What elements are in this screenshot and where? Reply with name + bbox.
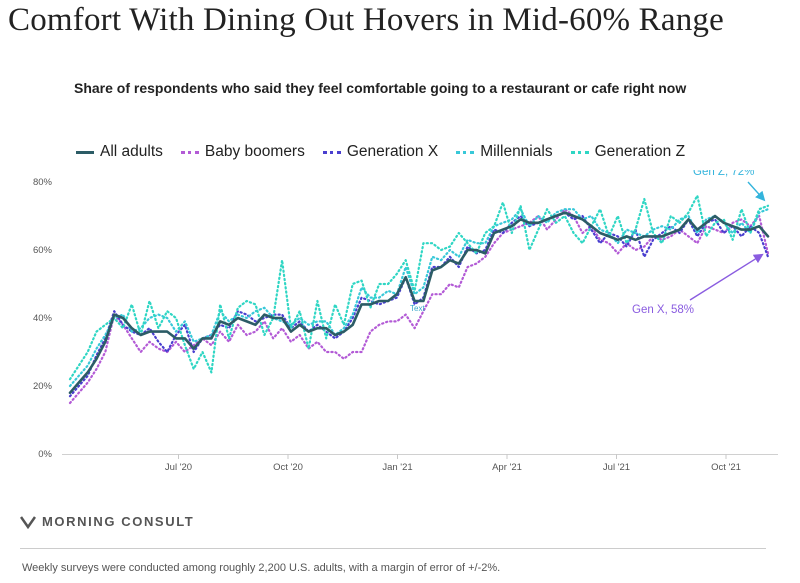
series-line-baby-boomers[interactable] [68, 208, 770, 405]
y-tick-label: 60% [33, 245, 53, 256]
legend-label-millennials: Millennials [480, 143, 553, 160]
morning-consult-logo-icon [20, 515, 36, 529]
x-tick-label: Oct '21 [711, 462, 741, 473]
chart-legend: All adults Baby boomers Generation X Mil… [76, 143, 703, 161]
series-line-generation-z[interactable] [68, 194, 770, 381]
y-tick-label: 80% [33, 177, 53, 188]
y-tick-label: 20% [33, 381, 53, 392]
legend-item-generation-z[interactable]: Generation Z [570, 143, 686, 161]
legend-item-all-adults[interactable]: All adults [76, 143, 163, 161]
legend-label-all-adults: All adults [100, 143, 163, 160]
page-title: Comfort With Dining Out Hovers in Mid-60… [8, 2, 724, 38]
brand-name: MORNING CONSULT [42, 514, 195, 529]
footnote: Weekly surveys were conducted among roug… [22, 562, 501, 574]
x-axis: Jul '20 Oct '20 Jan '21 Apr '21 Jul '21 Oct '… [165, 454, 741, 473]
footer-divider [20, 548, 766, 549]
series-lines [68, 194, 770, 405]
chart-subtitle: Share of respondents who said they feel … [74, 80, 687, 96]
annotation-arrow [747, 181, 766, 202]
annotation-label: Gen X, 58% [632, 304, 694, 316]
series-line-millennials[interactable] [68, 208, 770, 388]
x-tick-label: Jul '20 [165, 462, 192, 473]
annotation-arrow [689, 253, 764, 301]
brand-logo: MORNING CONSULT [20, 514, 194, 529]
x-tick-label: Jul '21 [603, 462, 630, 473]
series-line-all-adults[interactable] [68, 211, 770, 395]
legend-item-baby-boomers[interactable]: Baby boomers [180, 143, 305, 161]
stray-text-label: Text [410, 304, 425, 313]
legend-label-generation-z: Generation Z [594, 143, 686, 160]
legend-item-generation-x[interactable]: Generation X [322, 143, 439, 161]
annotation-label: Gen Z, 72% [693, 170, 754, 178]
legend-label-generation-x: Generation X [346, 143, 439, 160]
legend-label-baby-boomers: Baby boomers [204, 143, 305, 160]
legend-swatch-baby-boomers [180, 150, 199, 154]
x-tick-label: Jan '21 [382, 462, 412, 473]
x-tick-label: Apr '21 [492, 462, 522, 473]
annotations: Gen Z, 72% Gen X, 58% [632, 170, 766, 316]
line-chart: 0% 20% 40% 60% 80% Jul '20 Oct '20 Jan '21 Apr … [33, 170, 778, 473]
y-tick-label: 0% [38, 449, 52, 460]
legend-swatch-all-adults [76, 150, 94, 154]
x-tick-label: Oct '20 [273, 462, 303, 473]
y-axis: 0% 20% 40% 60% 80% [33, 177, 53, 460]
y-tick-label: 40% [33, 313, 53, 324]
legend-swatch-millennials [456, 150, 475, 154]
legend-swatch-generation-x [322, 150, 341, 154]
legend-swatch-generation-z [570, 150, 589, 154]
legend-item-millennials[interactable]: Millennials [456, 143, 553, 161]
